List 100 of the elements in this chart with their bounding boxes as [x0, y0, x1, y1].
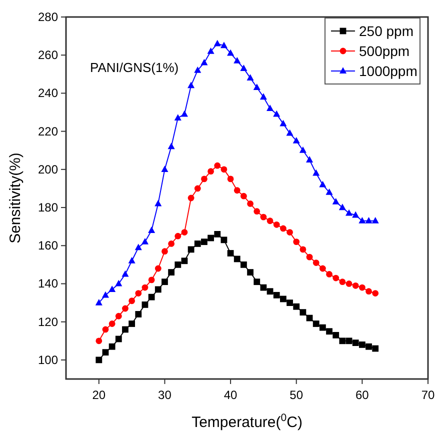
- point: [115, 336, 122, 342]
- point: [95, 298, 102, 306]
- point: [135, 311, 142, 318]
- point: [346, 280, 352, 287]
- point: [247, 269, 254, 276]
- point: [326, 271, 332, 278]
- point: [254, 278, 260, 286]
- point: [358, 217, 366, 224]
- point: [312, 260, 320, 266]
- point: [234, 56, 241, 64]
- point: [332, 198, 340, 204]
- point: [194, 185, 201, 192]
- point: [358, 342, 366, 348]
- point: [180, 110, 188, 117]
- point: [312, 169, 320, 176]
- point: [346, 209, 353, 216]
- point: [220, 166, 228, 173]
- point: [168, 142, 175, 150]
- point: [273, 292, 280, 298]
- point: [339, 278, 346, 286]
- point: [300, 309, 306, 316]
- point: [306, 156, 314, 162]
- point: [312, 320, 320, 327]
- point: [220, 42, 228, 48]
- point: [286, 129, 294, 136]
- point: [208, 234, 214, 242]
- point: [96, 356, 102, 364]
- point: [102, 349, 109, 356]
- point: [260, 93, 267, 100]
- point: [201, 238, 208, 246]
- point: [148, 294, 155, 300]
- point: [128, 320, 136, 327]
- point: [273, 221, 280, 228]
- y-tick-label: 120: [38, 314, 58, 329]
- point: [319, 324, 326, 331]
- point: [154, 286, 162, 293]
- point: [181, 258, 188, 264]
- point: [366, 288, 372, 295]
- point: [319, 180, 326, 188]
- point: [240, 192, 247, 200]
- point: [260, 214, 267, 220]
- point: [154, 265, 162, 272]
- point: [207, 47, 214, 54]
- point: [108, 343, 116, 350]
- point: [372, 345, 379, 352]
- point: [148, 226, 156, 233]
- point: [214, 40, 221, 46]
- point: [122, 270, 129, 277]
- point: [266, 104, 274, 112]
- point: [326, 188, 333, 195]
- point: [227, 49, 234, 56]
- point: [128, 257, 136, 264]
- point: [181, 229, 188, 236]
- y-tick-label: 260: [38, 48, 58, 62]
- point: [162, 278, 168, 286]
- x-tick-label: 30: [158, 388, 172, 402]
- point: [115, 280, 122, 286]
- point: [280, 296, 286, 302]
- point: [366, 343, 372, 350]
- x-tick-label: 20: [92, 388, 106, 402]
- point: [352, 340, 359, 346]
- point: [102, 326, 109, 333]
- point: [194, 240, 201, 247]
- y-tick-label: 140: [38, 276, 58, 291]
- point: [319, 265, 326, 272]
- point: [234, 256, 240, 262]
- point: [332, 332, 340, 338]
- point: [115, 312, 122, 320]
- point: [280, 120, 287, 126]
- point: [142, 301, 148, 308]
- point: [108, 286, 116, 292]
- point: [188, 246, 194, 253]
- point: [300, 246, 306, 253]
- legend-label: 500ppm: [359, 43, 410, 59]
- point: [188, 194, 194, 202]
- point: [174, 114, 182, 121]
- y-tick-label: 180: [38, 200, 58, 215]
- y-tick-label: 160: [38, 238, 58, 253]
- point: [338, 204, 346, 210]
- point: [102, 291, 110, 298]
- point: [214, 231, 221, 238]
- point: [128, 298, 136, 304]
- point: [142, 284, 148, 291]
- point: [332, 274, 340, 282]
- point: [108, 320, 116, 327]
- point: [247, 200, 254, 207]
- y-tick-label: 240: [38, 86, 58, 100]
- point: [122, 326, 128, 333]
- point: [174, 232, 182, 240]
- point: [168, 269, 175, 276]
- point: [240, 64, 248, 71]
- point: [135, 290, 142, 296]
- point: [220, 236, 228, 244]
- y-tick-label: 100: [38, 352, 58, 367]
- y-tick-label: 220: [38, 124, 58, 138]
- point: [161, 166, 168, 172]
- y-tick-label: 200: [38, 162, 58, 176]
- annotation: PANI/GNS(1%): [90, 60, 179, 75]
- point: [346, 338, 352, 344]
- point: [246, 74, 254, 81]
